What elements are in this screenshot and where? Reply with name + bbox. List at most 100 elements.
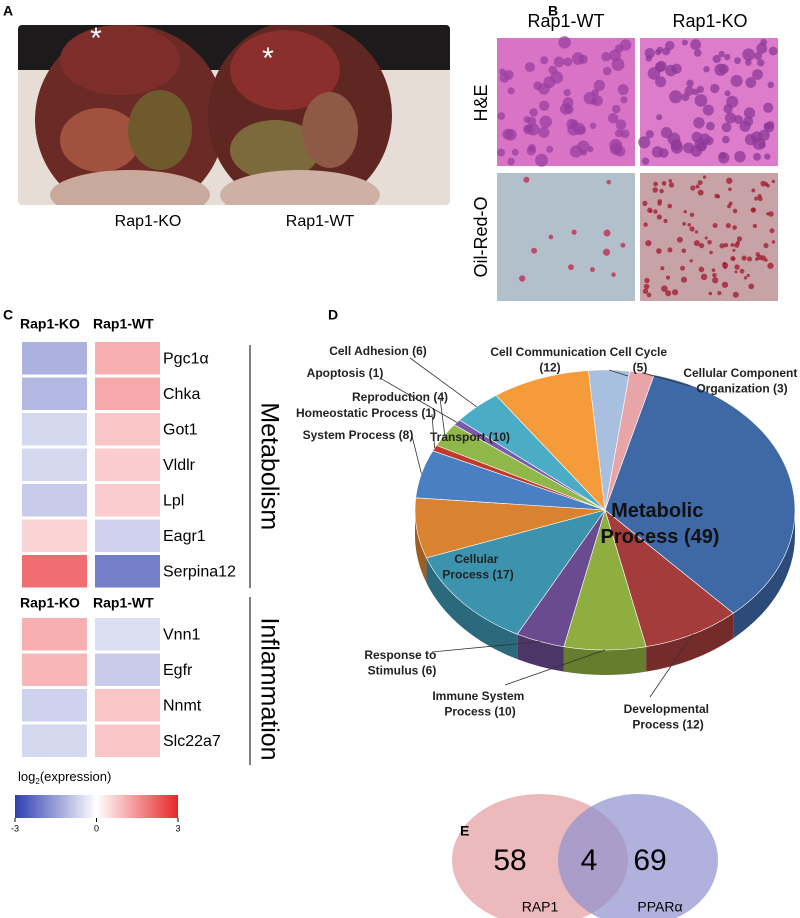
slice-label: Cell Adhesion (6)	[329, 344, 427, 358]
marker: *	[262, 42, 274, 75]
column-header: Rap1-WT	[93, 316, 154, 332]
heatmap-cell	[22, 519, 87, 552]
colorbar-label-part: (expression)	[40, 769, 112, 784]
venn-count: 58	[493, 844, 526, 877]
colorbar-label-part: 2	[35, 777, 40, 786]
slice-label: Developmental Process (12)	[624, 702, 713, 732]
venn-label: PPARα	[637, 899, 682, 915]
leader-line	[411, 435, 422, 474]
panel-letter: B	[548, 3, 558, 19]
column-label: Rap1-KO	[672, 11, 747, 31]
sample-label: Rap1-WT	[286, 213, 355, 230]
slice-label: Cellular Component Organization (3)	[683, 366, 800, 396]
panel-letter: D	[328, 307, 338, 323]
heatmap-cell	[95, 448, 160, 481]
gene-label: Got1	[163, 421, 198, 438]
slice-label: Transport (10)	[430, 430, 510, 444]
panel-letter: E	[460, 823, 469, 839]
heatmap-cell	[22, 653, 87, 686]
panel-letter: C	[3, 307, 13, 323]
leader-line	[431, 413, 435, 449]
gene-label: Chka	[163, 386, 200, 403]
gene-label: Nnmt	[163, 697, 202, 714]
column-header: Rap1-WT	[93, 595, 154, 611]
slice-label: System Process (8)	[303, 428, 414, 442]
slice-label: Response to Stimulus (6)	[364, 648, 439, 678]
heatmap-cell	[22, 555, 87, 588]
heatmap-cell	[95, 377, 160, 410]
heatmap-cell	[22, 724, 87, 757]
gene-label: Serpina12	[163, 563, 236, 580]
slice-label: Reproduction (4)	[352, 390, 448, 404]
heatmap-cell	[95, 413, 160, 446]
pie-slice	[604, 509, 734, 648]
marker: *	[90, 22, 102, 55]
venn-label: RAP1	[522, 899, 559, 915]
heatmap-cell	[22, 448, 87, 481]
gene-label: Egfr	[163, 662, 193, 679]
pie-slice	[426, 509, 606, 635]
colorbar-label-part: log	[18, 769, 35, 784]
slice-label: Cellular Process (17)	[442, 552, 513, 582]
leader-line	[609, 369, 629, 377]
venn-count: 4	[581, 844, 598, 877]
heatmap-cell	[95, 689, 160, 722]
gene-label: Lpl	[163, 492, 184, 509]
panel-letter: A	[3, 3, 13, 19]
leader-line	[641, 372, 691, 387]
gene-label: Eagr1	[163, 528, 206, 545]
heatmap-cell	[22, 689, 87, 722]
panel-e: 58 4 69	[493, 844, 666, 877]
leader-line	[431, 641, 541, 653]
leader-line	[409, 357, 477, 408]
colorbar-label: log2(expression)	[18, 769, 111, 786]
leader-line	[379, 377, 458, 423]
heatmap-cell	[22, 377, 87, 410]
heatmap-cell	[95, 342, 160, 375]
pie-side	[517, 634, 564, 672]
leader-line	[504, 649, 606, 686]
column-header: Rap1-KO	[20, 595, 80, 611]
row-label: Oil-Red-O	[471, 196, 491, 277]
gene-label: Pgc1α	[163, 350, 209, 367]
gene-label: Vldlr	[163, 457, 196, 474]
photo-a	[18, 25, 450, 205]
heatmap-cell	[95, 555, 160, 588]
slice-label: Immune System Process (10)	[432, 689, 527, 719]
heatmap-cell	[22, 413, 87, 446]
pie-side	[733, 510, 795, 639]
slice-label: Apoptosis (1)	[307, 366, 384, 380]
colorbar	[15, 795, 178, 818]
column-label: Rap1-WT	[527, 11, 604, 31]
heatmap-cell	[95, 484, 160, 517]
group-label: Metabolism	[255, 402, 283, 530]
pie-side	[415, 510, 427, 583]
heatmap-cell	[22, 484, 87, 517]
heatmap-cell	[95, 519, 160, 552]
heatmap-cell	[95, 724, 160, 757]
colorbar-tick-label: 3	[175, 823, 180, 833]
row-label: H&E	[471, 84, 491, 121]
slice-label: Metabolic Process (49)	[601, 500, 720, 548]
pie-slice	[604, 374, 796, 614]
slice-label: Cell Cycle (5)	[610, 345, 671, 375]
gene-label: Slc22a7	[163, 733, 221, 750]
venn-count: 69	[633, 844, 666, 877]
column-header: Rap1-KO	[20, 316, 80, 332]
sample-label: Rap1-KO	[115, 213, 182, 230]
colorbar-tick-label: -3	[11, 823, 19, 833]
leader-line	[439, 397, 446, 435]
slice-label: Homeostatic Process (1)	[296, 406, 436, 420]
group-label: Inflammation	[255, 617, 283, 760]
gene-label: Vnn1	[163, 626, 200, 643]
leader-line	[649, 633, 694, 698]
pie-side	[426, 557, 518, 660]
heatmap-cell	[95, 653, 160, 686]
micrographs	[496, 36, 778, 301]
pie-slice	[495, 370, 606, 511]
colorbar-tick-label: 0	[94, 823, 99, 833]
heatmap-cell	[22, 342, 87, 375]
slice-label: Cell Communication (12)	[490, 345, 609, 375]
